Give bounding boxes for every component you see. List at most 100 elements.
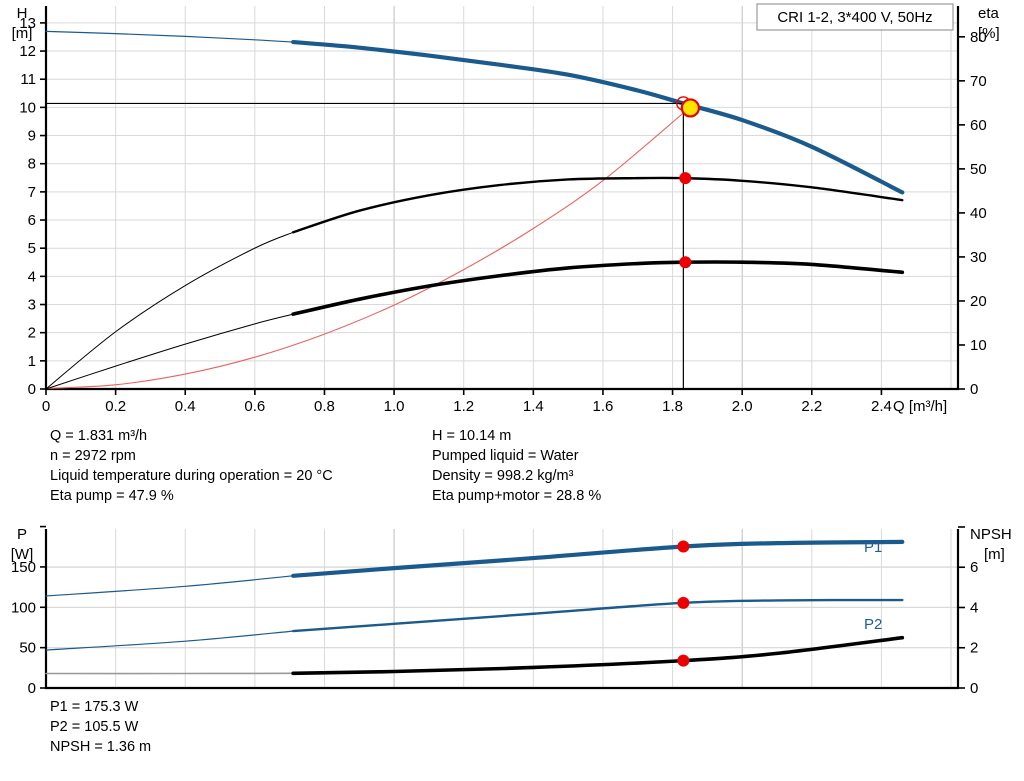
eta-pump-marker[interactable] <box>679 172 692 185</box>
tick-label-q: 0 <box>42 398 50 415</box>
tick-label-h: 5 <box>28 240 36 257</box>
tick-label-p: 50 <box>19 640 36 657</box>
tick-label-npsh: 0 <box>970 680 978 697</box>
npsh-duty-marker[interactable] <box>677 654 690 667</box>
tick-label-q: 1.2 <box>453 398 474 415</box>
y2-axis-label-top-line2: [%] <box>978 25 1000 42</box>
p2-curve <box>291 598 904 633</box>
tick-label-eta: 80 <box>970 29 987 46</box>
tick-label-p: 0 <box>28 680 36 697</box>
bottom-chart-curves: P1 P2 <box>45 539 905 676</box>
info-block-bottom: P1 = 175.3 W P2 = 105.5 W NPSH = 1.36 m <box>50 699 151 755</box>
tick-label-npsh: 6 <box>970 559 978 576</box>
y2-axis-label-top-line1: eta <box>978 5 1000 22</box>
tick-label-eta: 60 <box>970 117 987 134</box>
axis-frame <box>44 529 960 690</box>
tick-label-q: 1.0 <box>384 398 405 415</box>
tick-label-q: 2.2 <box>801 398 822 415</box>
tick-label-q: 0.8 <box>314 398 335 415</box>
y-axis-label-top-line2: [m] <box>12 25 33 42</box>
p2-curve-label: P2 <box>864 616 882 633</box>
eta-pump-motor-marker[interactable] <box>679 256 692 269</box>
chart-title: CRI 1-2, 3*400 V, 50Hz <box>777 9 932 26</box>
info-bottom-line: P1 = 175.3 W <box>50 699 139 715</box>
top-chart-curves <box>45 30 905 390</box>
tick-label-q: 2.0 <box>732 398 753 415</box>
tick-label-h: 2 <box>28 325 36 342</box>
eta-pump-curve <box>291 176 904 234</box>
tick-label-p: 150 <box>11 559 36 576</box>
tick-label-q: 0.6 <box>244 398 265 415</box>
tick-label-h: 7 <box>28 184 36 201</box>
tick-label-h: 1 <box>28 353 36 370</box>
tick-label-eta: 10 <box>970 337 987 354</box>
chart-title-box: CRI 1-2, 3*400 V, 50Hz <box>756 3 954 31</box>
eta-pump-motor-curve-thin <box>45 313 294 390</box>
p1-curve-thin <box>45 575 294 597</box>
tick-label-h: 9 <box>28 128 36 145</box>
y-axis-label-top-line1: H <box>17 5 28 22</box>
tick-label-h: 13 <box>19 15 36 32</box>
tick-label-q: 1.8 <box>662 398 683 415</box>
x-axis-label-top: Q [m³/h] <box>893 398 947 415</box>
tick-label-npsh: 2 <box>970 640 978 657</box>
info-right-line: Density = 998.2 kg/m³ <box>432 468 574 484</box>
eta-pump-curve-thin <box>45 231 294 390</box>
title-box-rect <box>756 3 954 31</box>
tick-label-h: 0 <box>28 381 36 398</box>
y2-axis-label-bottom-line1: NPSH <box>970 526 1012 543</box>
bottom-chart-grid <box>45 529 958 689</box>
tick-label-h: 12 <box>19 43 36 60</box>
tick-label-eta: 50 <box>970 161 987 178</box>
tick-label-eta: 30 <box>970 249 987 266</box>
info-right-line: Eta pump+motor = 28.8 % <box>432 488 601 504</box>
y-axis-label-bottom-line1: P <box>17 526 27 543</box>
bottom-chart-duty-points <box>677 540 690 667</box>
tick-label-q: 0.4 <box>175 398 196 415</box>
info-left-line: Eta pump = 47.9 % <box>50 488 174 504</box>
p1-curve-label: P1 <box>864 539 882 556</box>
tick-label-h: 11 <box>20 71 36 88</box>
head-curve-thin <box>45 30 294 43</box>
system-curve <box>45 112 684 389</box>
p1-curve <box>291 539 905 578</box>
y2-axis-label-bottom-line2: [m] <box>984 546 1005 563</box>
tick-label-h: 4 <box>28 268 36 285</box>
bottom-chart-axes: 0 50 100 150 0 2 4 6 P [W] NPSH [m] <box>11 525 1012 697</box>
axis-frame <box>44 6 960 391</box>
y-axis-label-bottom-line2: [W] <box>11 546 34 563</box>
tick-label-q: 1.6 <box>593 398 614 415</box>
info-block-top: Q = 1.831 m³/h n = 2972 rpm Liquid tempera… <box>50 428 601 504</box>
tick-label-q: 1.4 <box>523 398 544 415</box>
tick-label-h: 6 <box>28 212 36 229</box>
info-right-line: Pumped liquid = Water <box>432 448 579 464</box>
tick-label-h: 8 <box>28 156 36 173</box>
tick-label-q: 0.2 <box>105 398 126 415</box>
npsh-curve <box>291 635 905 676</box>
info-right-line: H = 10.14 m <box>432 428 511 444</box>
info-left-line: n = 2972 rpm <box>50 448 136 464</box>
tick-label-h: 10 <box>19 99 36 116</box>
info-bottom-line: P2 = 105.5 W <box>50 719 139 735</box>
tick-label-eta: 20 <box>970 293 987 310</box>
p2-curve-thin <box>45 630 294 651</box>
tick-label-h: 3 <box>28 297 36 314</box>
info-left-line: Q = 1.831 m³/h <box>50 428 147 444</box>
p2-duty-marker[interactable] <box>677 596 690 609</box>
tick-label-q: 2.4 <box>871 398 892 415</box>
head-curve <box>291 39 905 195</box>
tick-label-eta: 0 <box>970 381 978 398</box>
tick-label-p: 100 <box>11 599 36 616</box>
duty-point-marker[interactable] <box>680 98 700 118</box>
p1-duty-marker[interactable] <box>677 540 690 553</box>
info-bottom-line: NPSH = 1.36 m <box>50 739 151 755</box>
tick-label-eta: 40 <box>970 205 987 222</box>
eta-pump-motor-curve <box>291 260 905 316</box>
top-chart-duty-point <box>46 96 700 389</box>
tick-label-npsh: 4 <box>970 599 978 616</box>
info-left-line: Liquid temperature during operation = 20… <box>50 468 333 484</box>
tick-label-eta: 70 <box>970 73 987 90</box>
